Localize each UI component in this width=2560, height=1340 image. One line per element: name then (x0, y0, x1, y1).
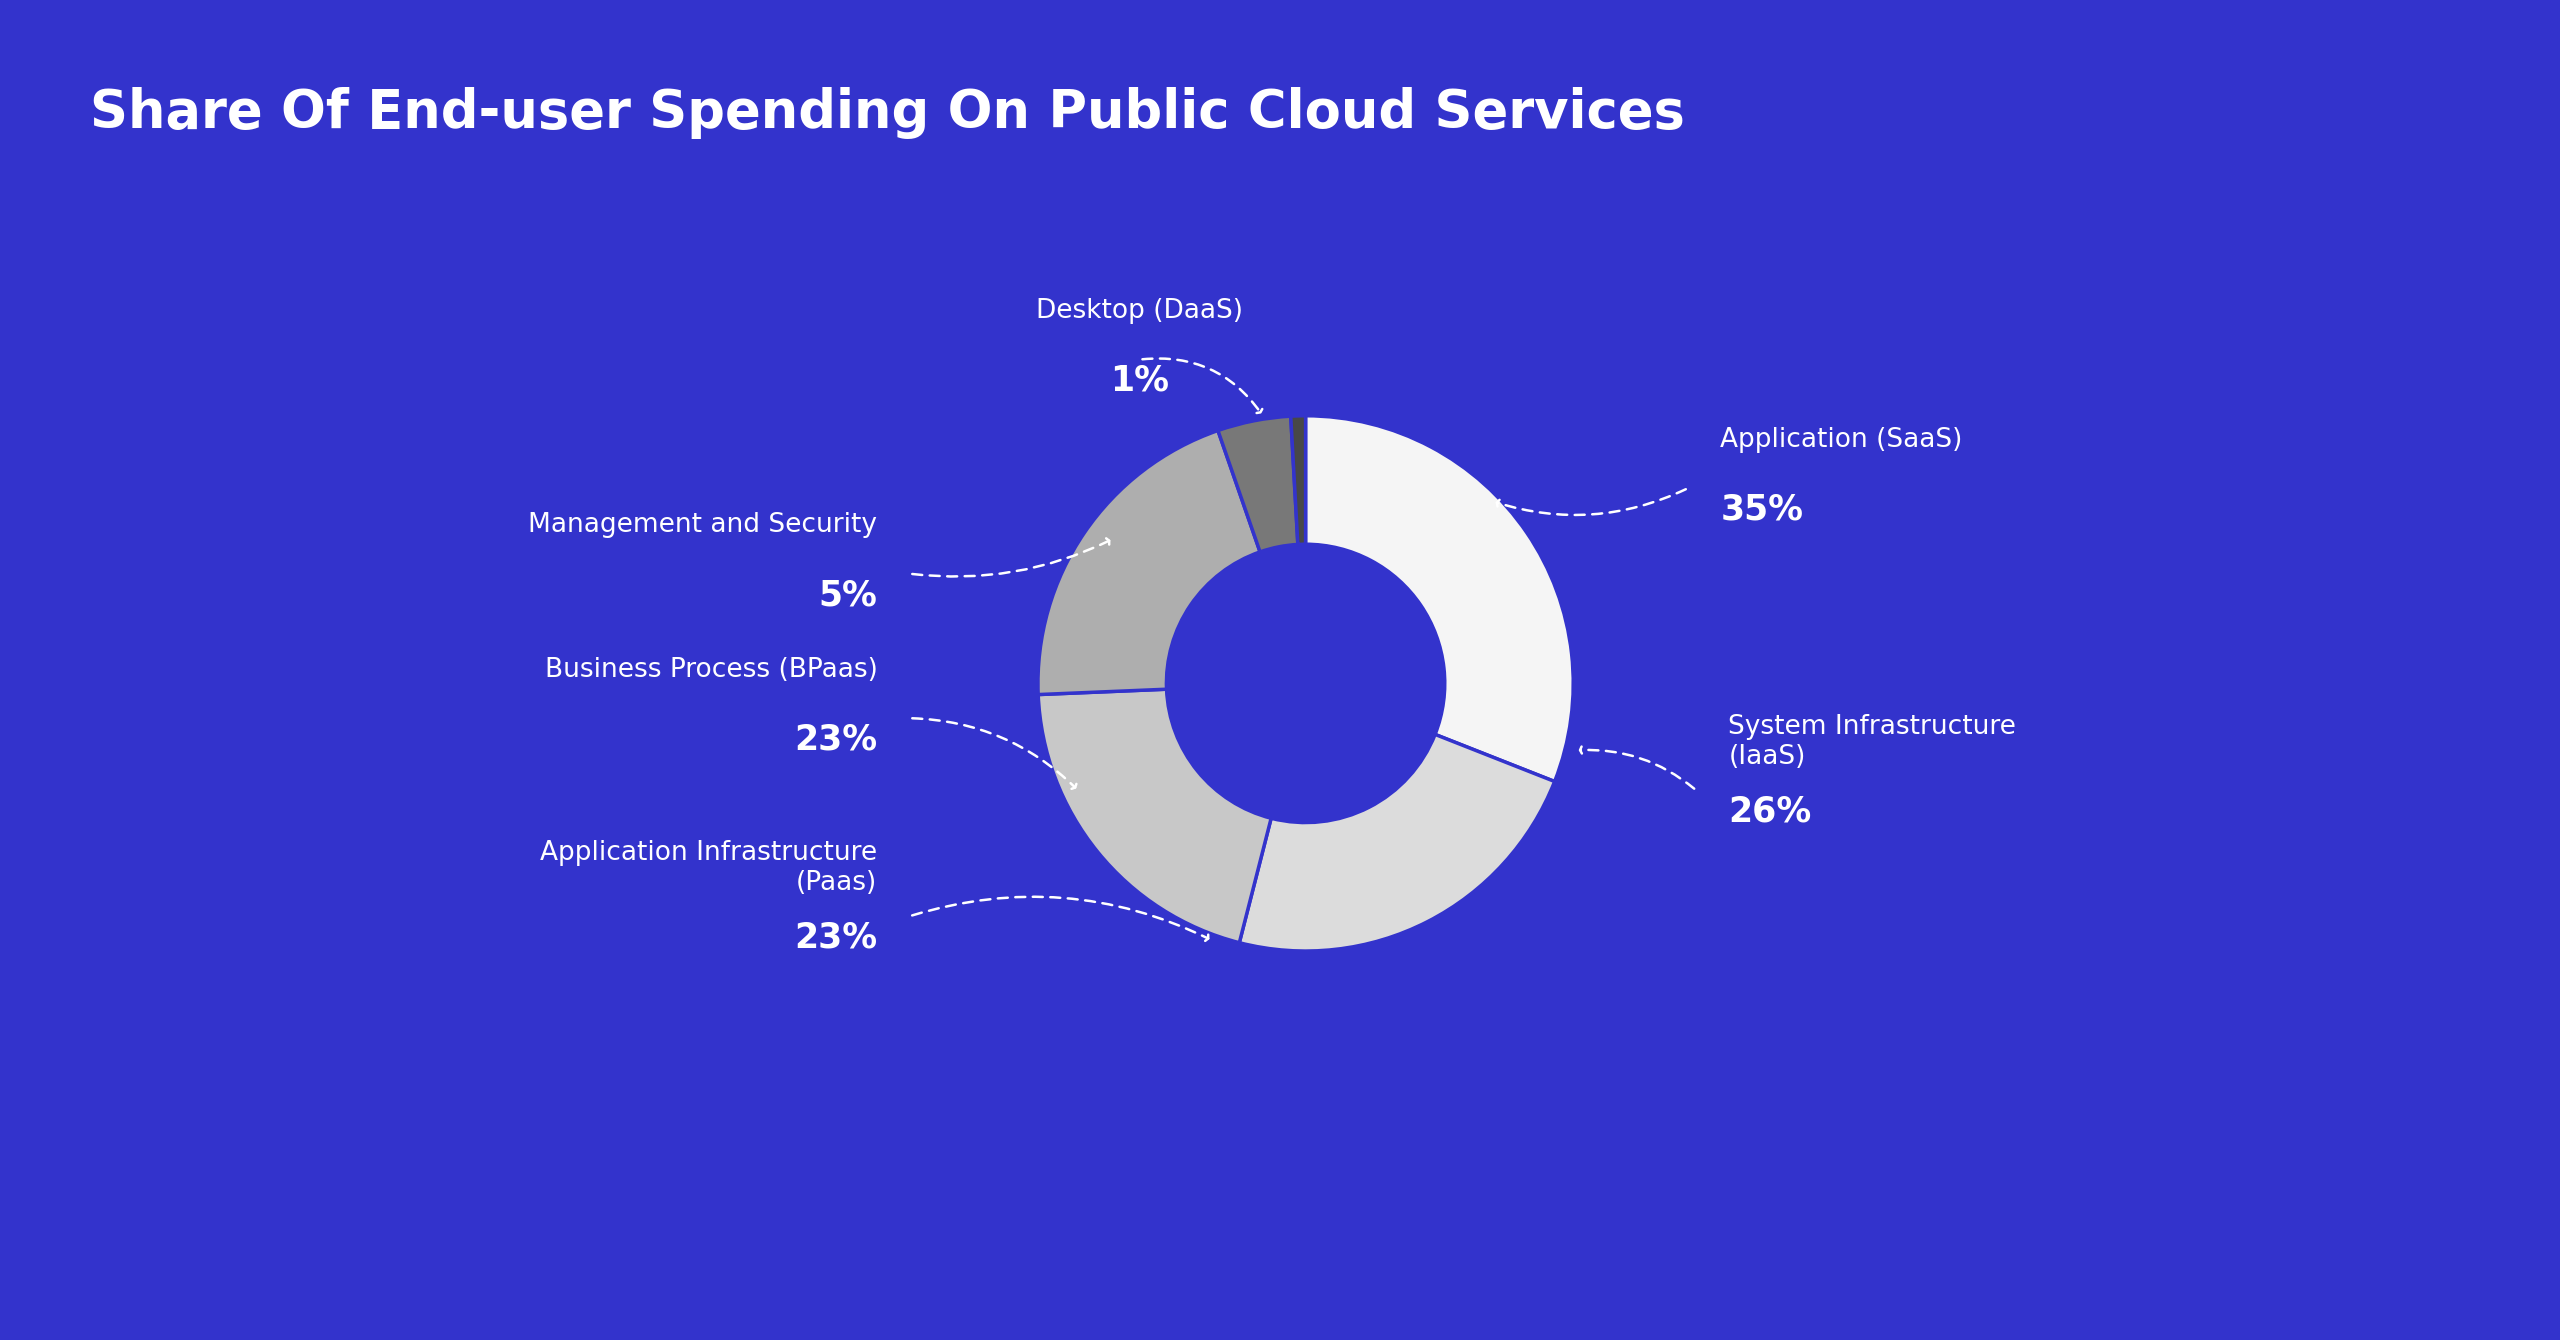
Wedge shape (1039, 689, 1272, 943)
Text: 1%: 1% (1111, 364, 1170, 398)
Wedge shape (1239, 734, 1554, 951)
Text: 5%: 5% (819, 578, 878, 612)
Text: 23%: 23% (794, 921, 878, 954)
Text: Desktop (DaaS): Desktop (DaaS) (1037, 299, 1244, 324)
Text: System Infrastructure
(IaaS): System Infrastructure (IaaS) (1728, 714, 2017, 770)
Text: Share Of End-user Spending On Public Cloud Services: Share Of End-user Spending On Public Clo… (90, 87, 1684, 139)
Wedge shape (1219, 417, 1298, 552)
Wedge shape (1037, 430, 1260, 694)
Text: Application (SaaS): Application (SaaS) (1720, 427, 1964, 453)
Text: 26%: 26% (1728, 795, 1812, 829)
Text: Management and Security: Management and Security (527, 512, 878, 539)
Wedge shape (1306, 415, 1574, 781)
Wedge shape (1290, 415, 1306, 544)
Text: Business Process (BPaas): Business Process (BPaas) (545, 657, 878, 683)
Text: 35%: 35% (1720, 492, 1802, 527)
Text: Application Infrastructure
(Paas): Application Infrastructure (Paas) (540, 840, 878, 896)
Text: 23%: 23% (794, 722, 878, 757)
